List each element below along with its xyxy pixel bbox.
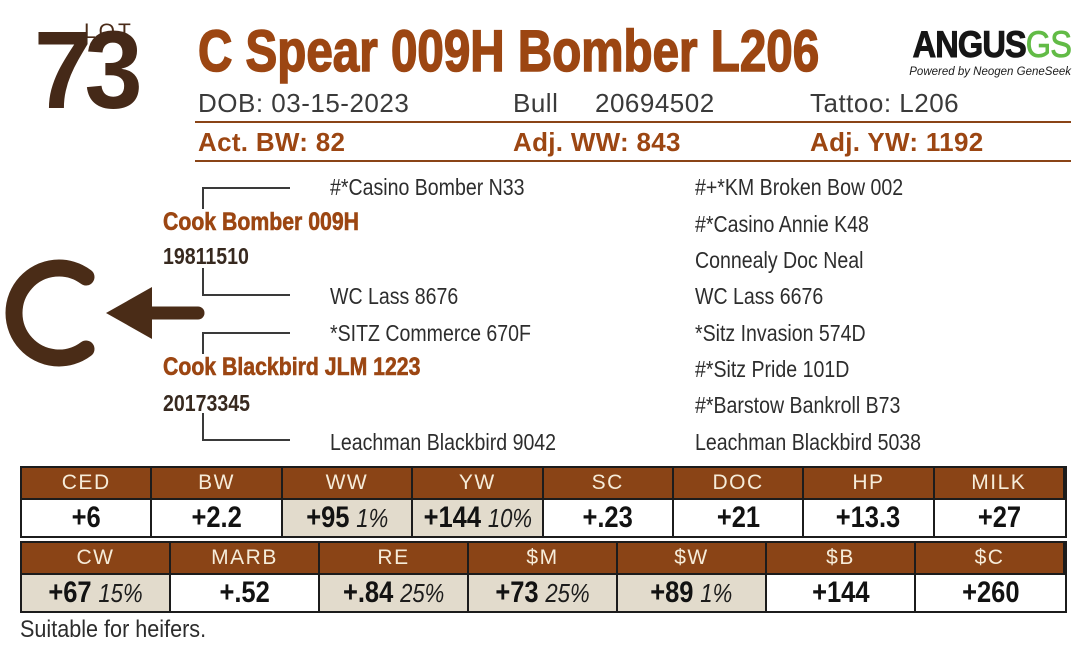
epd-value-cell: +95 1%: [282, 500, 414, 536]
divider-rule-bottom: [195, 160, 1071, 162]
epd-header-cell: CW: [22, 543, 171, 575]
c-spear-brand-icon: [0, 250, 220, 405]
epd-header-cell: $C: [916, 543, 1065, 575]
dob-value: DOB: 03-15-2023: [198, 88, 410, 118]
epd-header-cell: MILK: [934, 468, 1065, 500]
ancestor-name: Connealy Doc Neal: [695, 247, 864, 273]
epd-header-cell: SC: [543, 468, 674, 500]
epd-header-cell: BW: [152, 468, 283, 500]
epd-header-cell: $M: [469, 543, 618, 575]
epd-value-cell: +260: [916, 575, 1065, 611]
epd-value-cell: +89 1%: [618, 575, 767, 611]
epd-value-cell: +144: [767, 575, 916, 611]
ancestor-name: *Sitz Invasion 574D: [695, 320, 866, 346]
ancestor-name: Leachman Blackbird 5038: [695, 429, 922, 455]
epd-header-cell: YW: [413, 468, 544, 500]
epd-header-cell: RE: [320, 543, 469, 575]
epd-header-cell: DOC: [673, 468, 805, 500]
epd-header-cell: CED: [22, 468, 153, 500]
info-row: DOB: 03-15-2023 Bull 20694502 Tattoo: L2…: [198, 88, 1072, 118]
angus-gs-wordmark: ANGUSGS: [912, 24, 1072, 65]
epd-value-cell: +27: [934, 500, 1065, 536]
pedigree-connector-dam-sire: [202, 332, 290, 354]
ancestor-name: #+*KM Broken Bow 002: [695, 174, 904, 200]
ancestor-name: #*Sitz Pride 101D: [695, 356, 850, 382]
dam-sire-name: *SITZ Commerce 670F: [330, 320, 531, 346]
epd-header-cell: $B: [767, 543, 916, 575]
ancestor-name: WC Lass 6676: [695, 283, 824, 309]
logo-gs-text: GS: [1025, 24, 1072, 65]
angus-gs-logo: ANGUSGS Powered by Neogen GeneSeek: [891, 24, 1072, 79]
dam-registration: 20173345: [163, 390, 250, 416]
ancestor-name: #*Barstow Bankroll B73: [695, 392, 901, 418]
adjusted-weaning-weight: Adj. WW: 843: [513, 127, 681, 157]
actual-birth-weight: Act. BW: 82: [198, 127, 346, 157]
adjusted-yearling-weight: Adj. YW: 1192: [810, 127, 984, 157]
logo-angus-text: ANGUS: [912, 24, 1027, 65]
footnote: Suitable for heifers.: [20, 616, 207, 643]
sire-dam-name: WC Lass 8676: [330, 283, 459, 309]
epd-value-cell: +2.2: [152, 500, 283, 536]
epd-table-production: CED BW WW YW SC DOC HP MILK +6 +2.2 +95 1…: [20, 466, 1067, 538]
dam-name: Cook Blackbird JLM 1223: [163, 353, 421, 382]
lot-number: 73: [34, 9, 143, 132]
pedigree-connector-sire-sire: [202, 187, 290, 209]
epd-header-cell: HP: [804, 468, 935, 500]
epd-value-cell: +.23: [543, 500, 674, 536]
epd-value-cell: +6: [22, 500, 153, 536]
epd-table-carcass-value: CW MARB RE $M $W $B $C +67 15% +.52 +.84 2…: [20, 541, 1067, 613]
divider-rule-top: [195, 121, 1071, 123]
epd-header-cell: $W: [618, 543, 767, 575]
epd-value-cell: +13.3: [804, 500, 935, 536]
pedigree-connector-dam-dam: [202, 413, 290, 441]
pedigree-connector-sire-dam: [202, 268, 290, 296]
dam-dam-name: Leachman Blackbird 9042: [330, 429, 557, 455]
animal-title: C Spear 009H Bomber L206: [197, 18, 820, 85]
epd-value-cell: +144 10%: [413, 500, 544, 536]
epd-value-cell: +.52: [171, 575, 320, 611]
epd-value-cell: +21: [673, 500, 805, 536]
logo-tagline: Powered by Neogen GeneSeek: [909, 66, 1071, 78]
epd-value-cell: +73 25%: [469, 575, 618, 611]
weights-row: Act. BW: 82 Adj. WW: 843 Adj. YW: 1192: [198, 127, 1072, 157]
registration-number: 20694502: [595, 88, 715, 118]
epd-value-cell: +67 15%: [22, 575, 171, 611]
ancestor-name: #*Casino Annie K48: [695, 211, 869, 237]
lot-label: LOT: [84, 20, 134, 43]
epd-header-cell: WW: [282, 468, 414, 500]
epd-value-cell: +.84 25%: [320, 575, 469, 611]
tattoo-value: Tattoo: L206: [810, 88, 960, 118]
sire-registration: 19811510: [163, 243, 249, 269]
sire-name: Cook Bomber 009H: [163, 208, 360, 237]
epd-header-cell: MARB: [171, 543, 320, 575]
sex-value: Bull: [513, 88, 559, 118]
sire-sire-name: #*Casino Bomber N33: [330, 174, 525, 200]
